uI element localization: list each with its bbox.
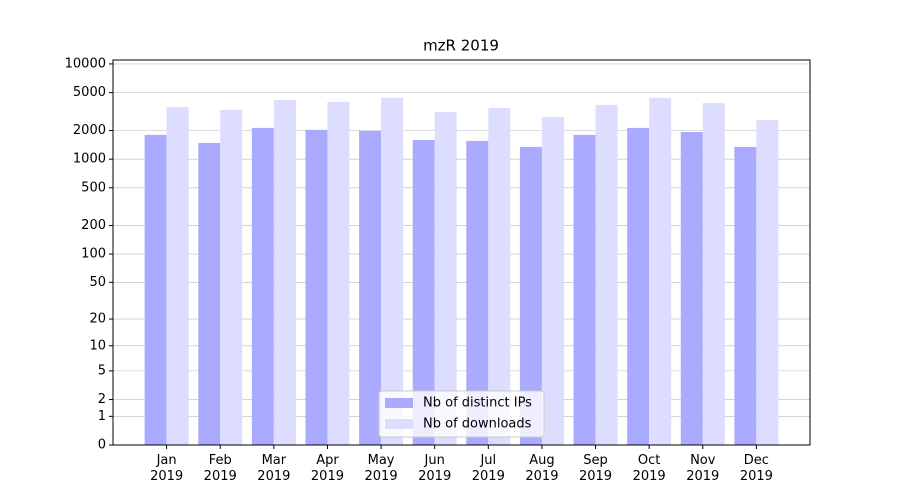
bar	[734, 146, 757, 445]
x-tick-label: Jul 2019	[471, 453, 505, 484]
bar	[519, 146, 542, 445]
x-tick-label: Feb 2019	[203, 453, 237, 484]
y-tick-label: 10	[89, 338, 106, 353]
bar	[756, 119, 779, 445]
y-tick-label: 1000	[73, 152, 106, 167]
bar	[305, 129, 328, 445]
bar	[627, 127, 650, 445]
y-tick-label: 200	[81, 218, 106, 233]
y-tick-label: 1	[98, 409, 106, 424]
bar	[220, 109, 243, 445]
plot-frame	[112, 59, 811, 446]
bar	[573, 134, 596, 446]
legend-swatch	[385, 419, 413, 429]
legend: Nb of distinct IPs Nb of downloads	[378, 390, 545, 438]
bar	[381, 97, 404, 446]
y-tick-label: 5	[98, 363, 106, 378]
bar	[702, 102, 725, 445]
x-tick-label: May 2019	[364, 453, 398, 484]
bar	[327, 101, 350, 445]
x-tick-label: Apr 2019	[310, 453, 344, 484]
y-tick-label: 500	[81, 180, 106, 195]
bar	[541, 116, 564, 445]
x-tick-label: Oct 2019	[632, 453, 666, 484]
legend-swatch	[385, 398, 413, 408]
bar	[680, 131, 703, 446]
x-tick-label: Mar 2019	[257, 453, 291, 484]
bar	[595, 104, 618, 446]
bar	[412, 139, 435, 445]
y-tick-label: 0	[98, 438, 106, 453]
x-tick-label: Jan 2019	[150, 453, 184, 484]
bar	[251, 127, 274, 445]
y-tick-label: 20	[89, 312, 106, 327]
bar	[649, 97, 672, 446]
bar	[359, 130, 382, 445]
bar	[434, 111, 457, 445]
y-tick-label: 100	[81, 247, 106, 262]
legend-box	[378, 390, 545, 438]
legend-label: Nb of distinct IPs	[423, 396, 532, 411]
bar	[166, 106, 189, 446]
legend-label: Nb of downloads	[423, 417, 532, 432]
bar	[273, 99, 296, 446]
y-tick-label: 2000	[73, 123, 106, 138]
y-tick-label: 10000	[65, 56, 106, 71]
bar	[488, 107, 511, 445]
x-tick-label: Aug 2019	[525, 453, 559, 484]
y-tick-label: 5000	[73, 85, 106, 100]
x-tick-label: Jun 2019	[418, 453, 452, 484]
bar	[198, 142, 221, 445]
x-tick-label: Dec 2019	[739, 453, 773, 484]
bar	[144, 134, 167, 446]
chart-title: mzR 2019	[423, 37, 499, 55]
x-tick-label: Nov 2019	[686, 453, 720, 484]
bar	[466, 140, 489, 445]
y-tick-label: 50	[89, 275, 106, 290]
y-tick-label: 2	[98, 392, 106, 407]
x-tick-label: Sep 2019	[578, 453, 613, 484]
